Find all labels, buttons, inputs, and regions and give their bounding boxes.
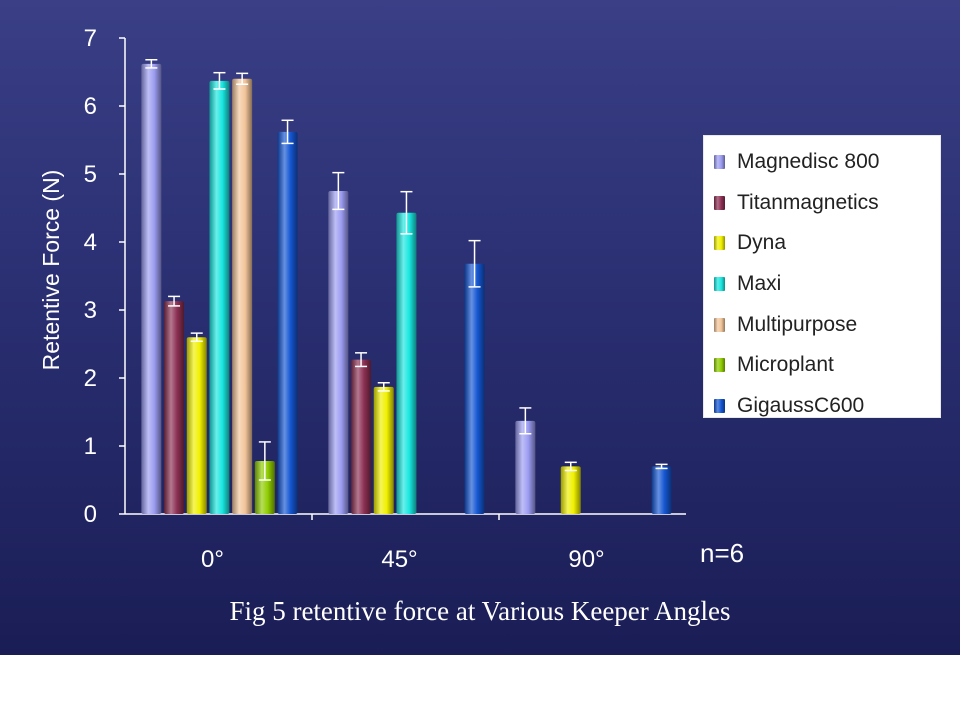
bar-gigaussc600-1 bbox=[464, 263, 485, 514]
error-bar bbox=[168, 295, 181, 307]
legend-label: Microplant bbox=[737, 353, 834, 377]
legend-swatch bbox=[714, 358, 725, 373]
y-tick-label: 0 bbox=[84, 501, 97, 528]
legend-label: Magnedisc 800 bbox=[737, 150, 880, 174]
error-bar bbox=[400, 190, 413, 235]
x-tick-label: 0° bbox=[201, 546, 224, 573]
chart-bars bbox=[141, 63, 672, 515]
bar-magnedisc-800-0 bbox=[141, 63, 162, 515]
bar-multipurpose-0 bbox=[232, 78, 253, 515]
legend-item: Dyna bbox=[714, 223, 940, 264]
legend-item: Magnedisc 800 bbox=[714, 142, 940, 183]
figure-caption: Fig 5 retentive force at Various Keeper … bbox=[229, 596, 731, 626]
y-tick-label: 1 bbox=[84, 433, 97, 460]
legend-swatch bbox=[714, 398, 725, 413]
bar-dyna-1 bbox=[373, 386, 394, 514]
y-tick-label: 3 bbox=[84, 297, 97, 324]
bar-titanmagnetics-0 bbox=[164, 301, 185, 514]
sample-size-note: n=6 bbox=[700, 538, 745, 568]
x-tick-label: 90° bbox=[568, 546, 604, 573]
legend-swatch bbox=[714, 277, 725, 292]
legend-swatch bbox=[714, 236, 725, 251]
error-bar bbox=[258, 441, 271, 481]
legend-item: Microplant bbox=[714, 345, 940, 386]
legend-label: GigaussC600 bbox=[737, 393, 865, 417]
y-tick-label: 2 bbox=[84, 365, 97, 392]
error-bar bbox=[332, 171, 345, 211]
bar-titanmagnetics-1 bbox=[351, 359, 372, 514]
y-tick-label: 5 bbox=[84, 161, 97, 188]
legend-label: Maxi bbox=[737, 272, 782, 296]
legend-label: Multipurpose bbox=[737, 312, 858, 336]
error-bar bbox=[564, 461, 577, 472]
slide-background: 0 1 2 3 4 5 6 7 0° 45° 90° Retentive Force (N) Mag… bbox=[0, 0, 960, 655]
bar-maxi-0 bbox=[209, 80, 230, 514]
legend-item: GigaussC600 bbox=[714, 386, 940, 427]
error-bar bbox=[236, 72, 249, 85]
bar-dyna-0 bbox=[186, 337, 207, 514]
bar-magnedisc-800-1 bbox=[328, 191, 349, 514]
error-bar bbox=[355, 352, 368, 368]
error-bar bbox=[655, 463, 668, 470]
legend-item: Multipurpose bbox=[714, 304, 940, 345]
bar-microplant-0 bbox=[254, 460, 275, 514]
y-tick-label: 6 bbox=[84, 93, 97, 120]
bar-magnedisc-800-2 bbox=[515, 420, 536, 514]
bar-chart: 0 1 2 3 4 5 6 7 0° 45° 90° Retentive Force (N) bbox=[38, 25, 686, 573]
error-bar bbox=[213, 71, 226, 90]
error-bar bbox=[377, 382, 390, 392]
x-tick-label: 45° bbox=[381, 546, 417, 573]
chart-error-bars bbox=[145, 59, 668, 481]
bar-gigaussc600-2 bbox=[651, 466, 672, 514]
error-bar bbox=[145, 59, 158, 69]
chart-axes: 0 1 2 3 4 5 6 7 0° 45° 90° bbox=[84, 25, 686, 573]
bar-dyna-2 bbox=[560, 466, 581, 514]
y-tick-label: 4 bbox=[84, 229, 97, 256]
legend-label: Titanmagnetics bbox=[737, 190, 879, 214]
chart-legend: Magnedisc 800 Titanmagnetics Dyna Maxi Multi… bbox=[703, 135, 941, 418]
legend-label: Dyna bbox=[737, 231, 787, 255]
legend-swatch bbox=[714, 155, 725, 170]
legend-swatch bbox=[714, 317, 725, 332]
error-bar bbox=[468, 239, 481, 288]
error-bar bbox=[190, 332, 203, 343]
error-bar bbox=[281, 119, 294, 145]
legend-item: Maxi bbox=[714, 264, 940, 305]
legend-swatch bbox=[714, 195, 725, 210]
legend-item: Titanmagnetics bbox=[714, 183, 940, 224]
bar-maxi-1 bbox=[396, 212, 417, 514]
y-axis-label: Retentive Force (N) bbox=[38, 170, 64, 371]
bar-gigaussc600-0 bbox=[277, 131, 298, 514]
y-tick-label: 7 bbox=[84, 25, 97, 52]
error-bar bbox=[519, 407, 532, 435]
